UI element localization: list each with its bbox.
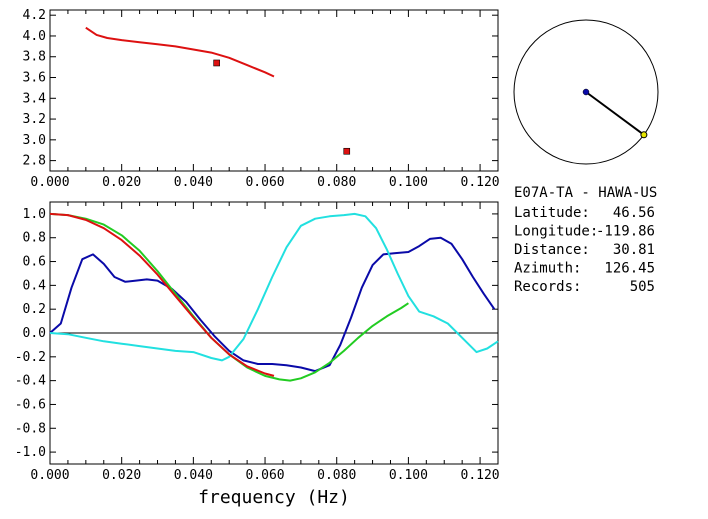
y-tick-label: 0.2 [23,302,46,317]
y-tick-label: 1.0 [23,207,46,222]
y-tick-label: -1.0 [15,445,46,460]
info-rows: Latitude: 46.56 Longitude:-119.86 Distance:… [514,205,655,295]
info-value: 30.81 [613,242,655,258]
top-panel: 2.8 3.0 3.2 3.4 3.6 3.8 4.0 4.2 0.000 0.020 0.040… [23,8,500,190]
y-tick-label: 0.4 [23,278,47,293]
top-plot-frame [49,9,499,172]
y-tick-label: 3.2 [23,112,46,127]
top-y-ticks: 2.8 3.0 3.2 3.4 3.6 3.8 4.0 4.2 [23,8,498,169]
y-tick-label: -0.4 [15,374,46,389]
x-tick-label: 0.020 [102,468,141,483]
x-tick-label: 0.020 [102,175,141,190]
series-line-green [49,212,409,382]
top-x-ticks: 0.000 0.020 0.040 0.060 0.080 0.100 0.120 [30,10,500,190]
info-value: 126.45 [604,261,655,277]
x-tick-label: 0.040 [174,468,213,483]
info-label: Longitude: [514,224,598,240]
y-tick-label: 0.0 [23,326,46,341]
x-tick-label: 0.060 [245,175,284,190]
station-title: E07A-TA - HAWA-US [514,185,657,201]
azimuth-line [585,91,645,136]
bottom-panel: 1.0 0.8 0.6 0.4 0.2 0.0 -0.2 -0.4 -0.6 -0.8 -1.0 0… [15,201,500,508]
x-tick-label: 0.120 [461,175,500,190]
x-tick-label: 0.060 [245,468,284,483]
y-tick-label: 0.6 [23,255,46,270]
x-tick-label: 0.000 [30,175,69,190]
x-tick-label: 0.100 [389,175,428,190]
y-tick-label: 3.8 [23,50,46,65]
y-tick-label: -0.2 [15,350,46,365]
series-line-red [85,26,275,78]
y-tick-label: 3.0 [23,133,46,148]
y-tick-label: 4.0 [23,29,46,44]
y-tick-label: 3.4 [23,91,47,106]
azimuth-circle [513,19,659,165]
info-value: 505 [630,279,655,295]
x-tick-label: 0.100 [389,468,428,483]
info-label: Azimuth: [514,261,581,277]
info-label: Latitude: [514,205,590,221]
y-tick-label: 0.8 [23,231,46,246]
series-line-blue [49,236,496,373]
series-line-red [49,212,275,377]
info-value: 46.56 [613,205,655,221]
y-tick-label: -0.8 [15,421,46,436]
bottom-y-ticks: 1.0 0.8 0.6 0.4 0.2 0.0 -0.2 -0.4 -0.6 -0.8 -1.0 [15,207,498,460]
x-tick-label: 0.080 [317,175,356,190]
station-info: E07A-TA - HAWA-US Latitude: 46.56 Longitud… [514,185,657,295]
series-line-cyan [49,212,499,362]
x-tick-label: 0.120 [461,468,500,483]
bottom-x-ticks: 0.000 0.020 0.040 0.060 0.080 0.100 0.120 [30,202,500,483]
bottom-series-group [49,212,499,382]
azimuth-map [513,19,659,165]
x-tick-label: 0.000 [30,468,69,483]
top-series-group [85,26,351,155]
info-value: -119.86 [596,224,655,240]
x-tick-label: 0.080 [317,468,356,483]
data-point-marker [343,147,351,155]
info-label: Distance: [514,242,590,258]
y-tick-label: -0.6 [15,397,46,412]
info-label: Records: [514,279,581,295]
data-point-marker [213,59,220,67]
x-axis-title: frequency (Hz) [198,487,350,508]
y-tick-label: 3.6 [23,71,46,86]
center-marker [582,88,590,96]
x-tick-label: 0.040 [174,175,213,190]
y-tick-label: 4.2 [23,8,46,23]
station-marker [640,131,648,139]
y-tick-label: 2.8 [23,154,46,169]
